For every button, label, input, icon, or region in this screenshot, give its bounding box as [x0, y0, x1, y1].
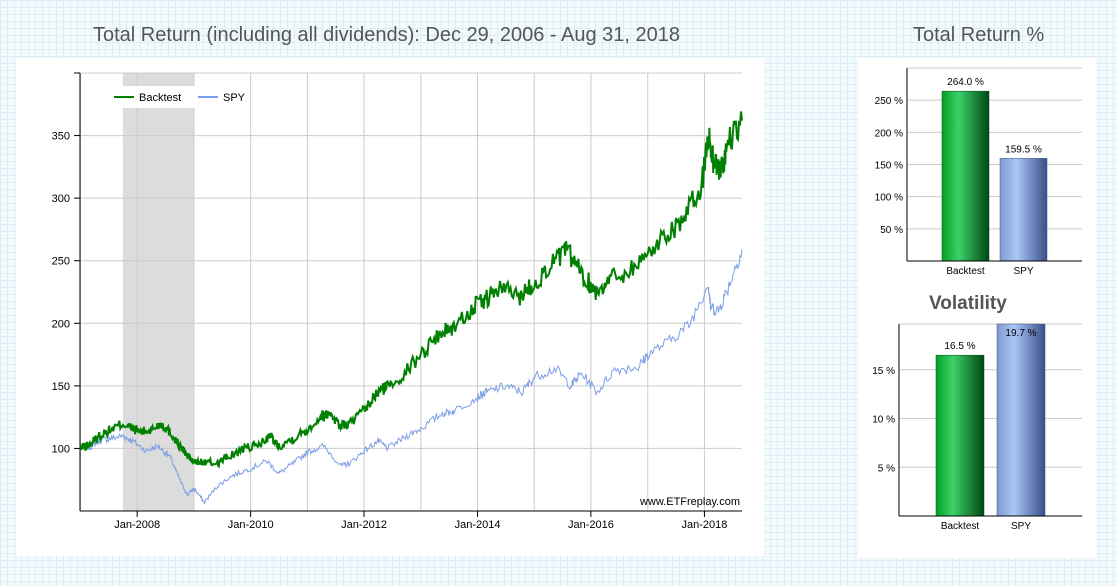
x-tick-label: Jan-2008: [114, 519, 160, 531]
volatility-chart-value-label: 16.5 %: [944, 341, 975, 352]
x-tick-label: Jan-2012: [341, 519, 387, 531]
x-tick-label: Jan-2016: [568, 519, 614, 531]
return-chart-category-label: Backtest: [946, 266, 985, 277]
volatility-chart-bar-backtest: [935, 354, 985, 517]
spy-series-line: [79, 249, 743, 506]
return-chart-y-tick-label: 150 %: [875, 161, 903, 172]
volatility-chart-y-tick-label: 10 %: [872, 415, 895, 426]
legend-box: [108, 86, 248, 108]
x-tick-label: Jan-2014: [455, 519, 501, 531]
legend-backtest-label: Backtest: [139, 92, 181, 104]
volatility-chart-y-tick-label: 5 %: [878, 463, 895, 474]
return-chart-y-tick-label: 200 %: [875, 128, 903, 139]
y-tick-label: 350: [52, 131, 70, 143]
return-chart-bar-backtest: [941, 90, 990, 262]
x-tick-label: Jan-2010: [228, 519, 274, 531]
backtest-series-line: [79, 111, 743, 469]
return-chart-y-tick-label: 250 %: [875, 96, 903, 107]
y-tick-label: 100: [52, 443, 70, 455]
volatility-chart-bar-spy: [996, 323, 1046, 517]
x-tick-label: Jan-2018: [681, 519, 727, 531]
recession-shade: [122, 73, 194, 511]
return-chart-bar-spy: [999, 158, 1048, 262]
return-chart-y-tick-label: 100 %: [875, 193, 903, 204]
return-chart-title: Total Return %: [913, 24, 1045, 46]
return-chart-y-tick-label: 50 %: [880, 225, 903, 236]
return-chart-category-label: SPY: [1013, 266, 1033, 277]
legend-spy-label: SPY: [223, 92, 246, 104]
volatility-chart-title: Volatility: [929, 293, 1007, 314]
y-tick-label: 150: [52, 381, 70, 393]
volatility-chart-value-label: 19.7 %: [1005, 328, 1036, 339]
main-chart-title: Total Return (including all dividends): …: [93, 24, 681, 46]
return-chart-value-label: 159.5 %: [1005, 144, 1042, 155]
return-chart-value-label: 264.0 %: [947, 77, 984, 88]
volatility-chart-category-label: Backtest: [941, 521, 980, 532]
volatility-chart-category-label: SPY: [1011, 521, 1031, 532]
volatility-chart-y-tick-label: 15 %: [872, 366, 895, 377]
y-tick-label: 200: [52, 318, 70, 330]
y-tick-label: 300: [52, 193, 70, 205]
watermark-text: www.ETFreplay.com: [639, 496, 740, 508]
y-tick-label: 250: [52, 256, 70, 268]
